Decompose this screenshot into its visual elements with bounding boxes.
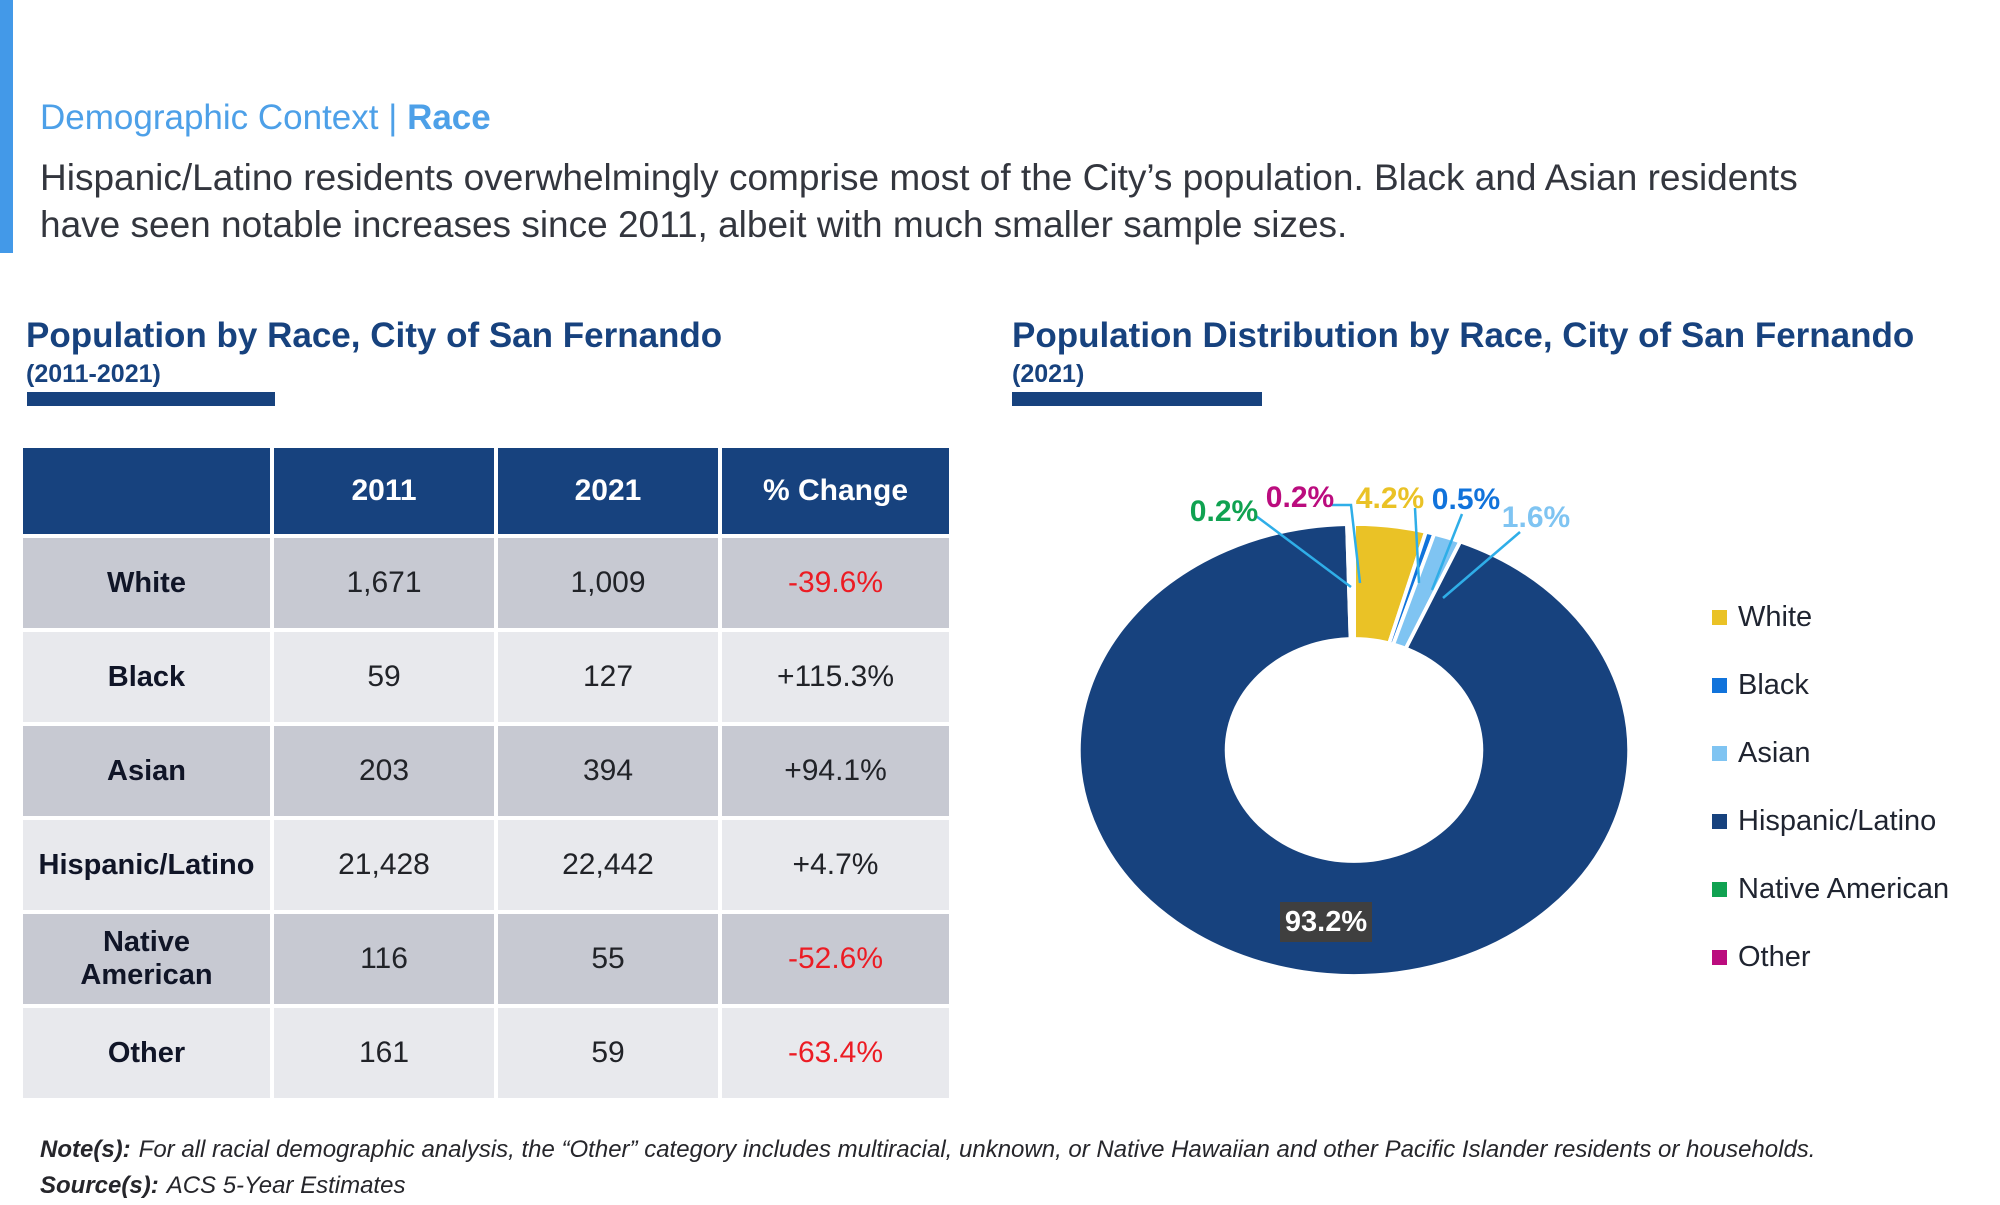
leader-line-white [1413,507,1421,584]
change-cell: +4.7% [722,820,949,910]
page-title-divider: | [388,98,408,137]
race-cell: Hispanic/Latino [23,820,270,910]
table-row: Black 59 127 +115.3% [23,632,949,722]
column-header: 2021 [498,448,718,534]
race-cell: Other [23,1008,270,1098]
leader-line-native-american [1255,514,1352,589]
left-accent-bar [0,0,13,253]
value-2021-cell: 394 [498,726,718,816]
pct-label-asian: 1.6% [1501,501,1571,534]
legend-swatch-icon [1712,950,1727,965]
source-line: Source(s): ACS 5-Year Estimates [40,1172,405,1200]
pct-label-other: 0.2% [1265,481,1335,514]
value-2021-cell: 55 [498,914,718,1004]
legend-item-black: Black [1712,666,1949,705]
note-line: Note(s): For all racial demographic analy… [40,1136,1815,1164]
change-cell: +94.1% [722,726,949,816]
pct-label-white: 4.2% [1355,482,1425,515]
legend-item-other: Other [1712,938,1949,977]
chart-section-underline [1012,392,1262,406]
table-row: Asian 203 394 +94.1% [23,726,949,816]
legend-swatch-icon [1712,814,1727,829]
legend-swatch-icon [1712,882,1727,897]
value-2011-cell: 1,671 [274,538,494,628]
note-text: For all racial demographic analysis, the… [138,1136,1816,1163]
page-title-section: Demographic Context [40,98,379,137]
note-label: Note(s): [40,1136,131,1163]
chart-legend: White Black Asian Hispanic/Latino Native Ame… [1712,598,1949,977]
column-header: 2011 [274,448,494,534]
table-row: White 1,671 1,009 -39.6% [23,538,949,628]
legend-item-asian: Asian [1712,734,1949,773]
page-subtitle-line2: have seen notable increases since 2011, … [40,204,1348,245]
column-header [23,448,270,534]
legend-item-hispanic-latino: Hispanic/Latino [1712,802,1949,841]
leader-line-asian [1442,531,1521,599]
table-row: Other 161 59 -63.4% [23,1008,949,1098]
leader-lines [1255,503,1521,599]
page-title: Demographic Context | Race [40,98,491,138]
legend-swatch-icon [1712,746,1727,761]
chart-section-subtitle: (2021) [1012,360,1085,388]
value-2011-cell: 203 [274,726,494,816]
change-cell: +115.3% [722,632,949,722]
race-cell: Asian [23,726,270,816]
pct-label-hispanic-latino: 93.2% [1280,902,1372,942]
value-2011-cell: 21,428 [274,820,494,910]
race-cell: Native American [23,914,270,1004]
table-row: Native American 116 55 -52.6% [23,914,949,1004]
leader-line-black [1430,513,1464,591]
pct-label-black: 0.5% [1431,483,1501,516]
pct-label-native-american: 0.2% [1189,495,1259,528]
value-2021-cell: 1,009 [498,538,718,628]
table-section-subtitle: (2011-2021) [26,360,161,388]
legend-label: Native American [1738,873,1950,905]
chart-section-title: Population Distribution by Race, City of… [1012,316,1915,355]
legend-label: Hispanic/Latino [1738,805,1937,837]
change-cell: -39.6% [722,538,949,628]
population-table: 2011 2021% Change White 1,671 1,009 -39.6% Bl… [19,444,953,1102]
page-title-topic: Race [407,98,491,137]
legend-item-native-american: Native American [1712,870,1949,909]
value-2011-cell: 116 [274,914,494,1004]
table-section-title: Population by Race, City of San Fernando [26,316,723,355]
donut-hole [1224,637,1484,863]
legend-label: White [1738,601,1813,633]
value-2021-cell: 127 [498,632,718,722]
legend-label: Black [1738,669,1809,701]
donut-chart: 0.2% 0.2% 4.2% 0.5% 1.6% 93.2% [1000,440,2000,1040]
table-header-row: 2011 2021% Change [23,448,949,534]
table-row: Hispanic/Latino 21,428 22,442 +4.7% [23,820,949,910]
donut-pie-svg [1076,522,1632,978]
race-cell: Black [23,632,270,722]
legend-label: Asian [1738,737,1811,769]
change-cell: -63.4% [722,1008,949,1098]
race-cell: White [23,538,270,628]
value-2011-cell: 59 [274,632,494,722]
value-2011-cell: 161 [274,1008,494,1098]
page-subtitle: Hispanic/Latino residents overwhelmingly… [40,154,1798,248]
legend-swatch-icon [1712,678,1727,693]
source-text: ACS 5-Year Estimates [166,1172,406,1199]
table-section-underline [27,392,275,406]
source-label: Source(s): [40,1172,159,1199]
value-2021-cell: 22,442 [498,820,718,910]
change-cell: -52.6% [722,914,949,1004]
legend-swatch-icon [1712,610,1727,625]
legend-item-white: White [1712,598,1949,637]
page-subtitle-line1: Hispanic/Latino residents overwhelmingly… [40,157,1798,198]
leader-line-other [1332,503,1362,584]
legend-label: Other [1738,941,1811,973]
column-header: % Change [722,448,949,534]
value-2021-cell: 59 [498,1008,718,1098]
